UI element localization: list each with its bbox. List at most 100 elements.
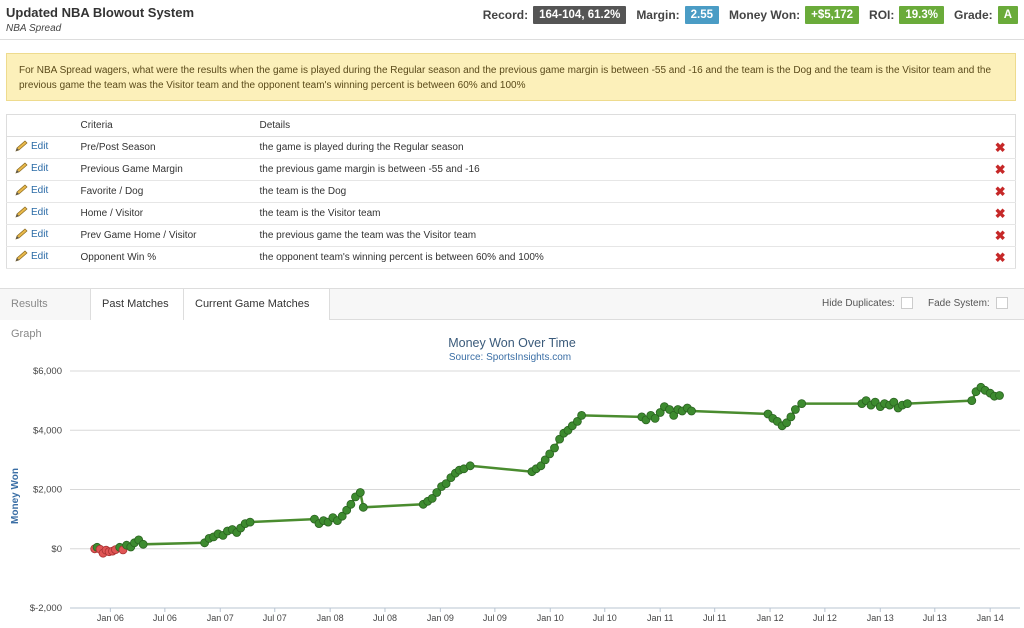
hide-duplicates-label: Hide Duplicates: [822,297,895,309]
data-point [337,511,347,521]
hide-duplicates-checkbox[interactable] [900,297,913,309]
fade-system-label: Fade System: [928,297,990,309]
data-point [245,517,255,527]
criteria-name: Opponent Win % [80,246,260,269]
edit-label: Edit [31,250,49,262]
fade-system-checkbox[interactable] [995,297,1008,309]
x-tick-label: Jul 12 [813,613,837,623]
x-tick-label: Jan 12 [757,613,784,623]
data-point [342,505,352,515]
x-tick-label: Jul 13 [923,613,947,623]
data-point [536,461,546,471]
x-tick-label: Jan 09 [427,613,454,623]
x-tick-label: Jul 07 [263,613,287,623]
criteria-details: the team is the Visitor team [259,202,986,225]
y-tick-label: $-2,000 [30,603,62,614]
pencil-icon [15,206,28,218]
criteria-details: the game is played during the Regular se… [259,136,986,159]
chart-grid: $-2,000 $0 $2,000 $4,000 $6,000 [30,366,1020,614]
margin-label: Margin: [636,8,680,22]
criteria-name: Home / Visitor [80,202,260,225]
x-tick-label: Jan 10 [537,613,564,623]
criteria-details: the previous game the team was the Visit… [259,224,986,247]
data-point [577,411,586,420]
grade-badge: A [997,6,1018,24]
margin-badge: 2.55 [684,6,720,24]
data-point [687,406,696,416]
criteria-row: Edit Opponent Win % the opponent team's wi… [6,246,1016,269]
data-point [791,405,800,414]
remove-icon[interactable]: ✖ [994,139,1006,155]
data-point [346,499,356,509]
data-point [545,449,555,459]
system-description: For NBA Spread wagers, what were the res… [6,53,1016,101]
tab-results-graph[interactable]: Results Graph [0,289,91,340]
x-tick-label: Jan 14 [977,613,1004,623]
criteria-row: Edit Favorite / Dog the team is the Dog ✖ [6,180,1016,203]
x-tick-label: Jan 07 [207,613,234,623]
edit-link[interactable]: Edit [15,140,48,152]
data-point [903,399,912,408]
pencil-icon [15,184,28,196]
edit-link[interactable]: Edit [15,162,48,174]
x-tick-label: Jul 11 [703,613,726,623]
roi-badge: 19.3% [899,6,944,24]
y-axis-label: Money Won [10,468,21,524]
criteria-name: Favorite / Dog [80,180,260,203]
roi-label: ROI: [869,8,895,22]
edit-label: Edit [31,206,49,218]
remove-icon[interactable]: ✖ [994,183,1006,199]
criteria-name: Prev Game Home / Visitor [80,224,260,247]
hide-duplicates-option: Hide Duplicates: [822,297,913,309]
chart-points [90,382,1004,558]
data-point [550,443,559,453]
data-point [441,479,451,489]
data-point [355,488,365,497]
edit-link[interactable]: Edit [15,184,48,196]
x-tick-label: Jan 11 [647,613,673,623]
money-won-label: Money Won: [729,8,801,22]
data-point [797,399,807,408]
remove-icon[interactable]: ✖ [994,161,1006,177]
grade-label: Grade: [954,8,993,22]
fade-system-option: Fade System: [928,297,1008,309]
system-header: Updated NBA Blowout System NBA Spread Re… [0,0,1024,40]
criteria-header: Criteria [80,114,260,137]
data-point [786,412,796,422]
criteria-details: the team is the Dog [259,180,986,203]
edit-label: Edit [31,140,49,152]
results-tabs: Results Graph Past Matches Current Game … [0,288,1024,340]
x-axis: Jan 06 Jul 06 Jan 07 Jul 07 Jan 08 Jul 08 Jan … [70,607,1020,623]
y-tick-label: $4,000 [33,425,62,436]
system-subtitle: NBA Spread [6,23,62,34]
criteria-header-row: Criteria Details [6,114,1016,137]
criteria-name: Previous Game Margin [80,158,260,181]
tab-current-game-matches[interactable]: Current Game Matches [184,289,330,320]
criteria-row: Edit Pre/Post Season the game is played du… [6,136,1016,159]
data-point [665,405,674,414]
chart-svg: Money Won Over Time Source: SportsInsigh… [10,336,1020,623]
pencil-icon [15,250,28,262]
money-won-chart: Money Won Over Time Source: SportsInsigh… [0,321,1024,628]
edit-link[interactable]: Edit [15,228,48,240]
data-point [465,461,475,471]
remove-icon[interactable]: ✖ [994,205,1006,221]
data-point [669,411,679,420]
data-point [655,408,665,417]
chart-title: Money Won Over Time [448,336,576,350]
pencil-icon [15,162,28,174]
record-badge: 164-104, 61.2% [533,6,627,24]
x-tick-label: Jul 10 [593,613,617,623]
data-point [995,391,1004,400]
stats-bar: Record: 164-104, 61.2% Margin: 2.55 Mone… [473,6,1018,24]
edit-link[interactable]: Edit [15,206,48,218]
data-point [889,397,899,407]
edit-label: Edit [31,228,49,240]
remove-icon[interactable]: ✖ [994,227,1006,243]
criteria-details: the previous game margin is between -55 … [259,158,986,181]
remove-icon[interactable]: ✖ [994,249,1006,265]
edit-link[interactable]: Edit [15,250,48,262]
pencil-icon [15,140,28,152]
tab-past-matches[interactable]: Past Matches [91,289,184,320]
money-won-badge: +$5,172 [805,6,860,24]
